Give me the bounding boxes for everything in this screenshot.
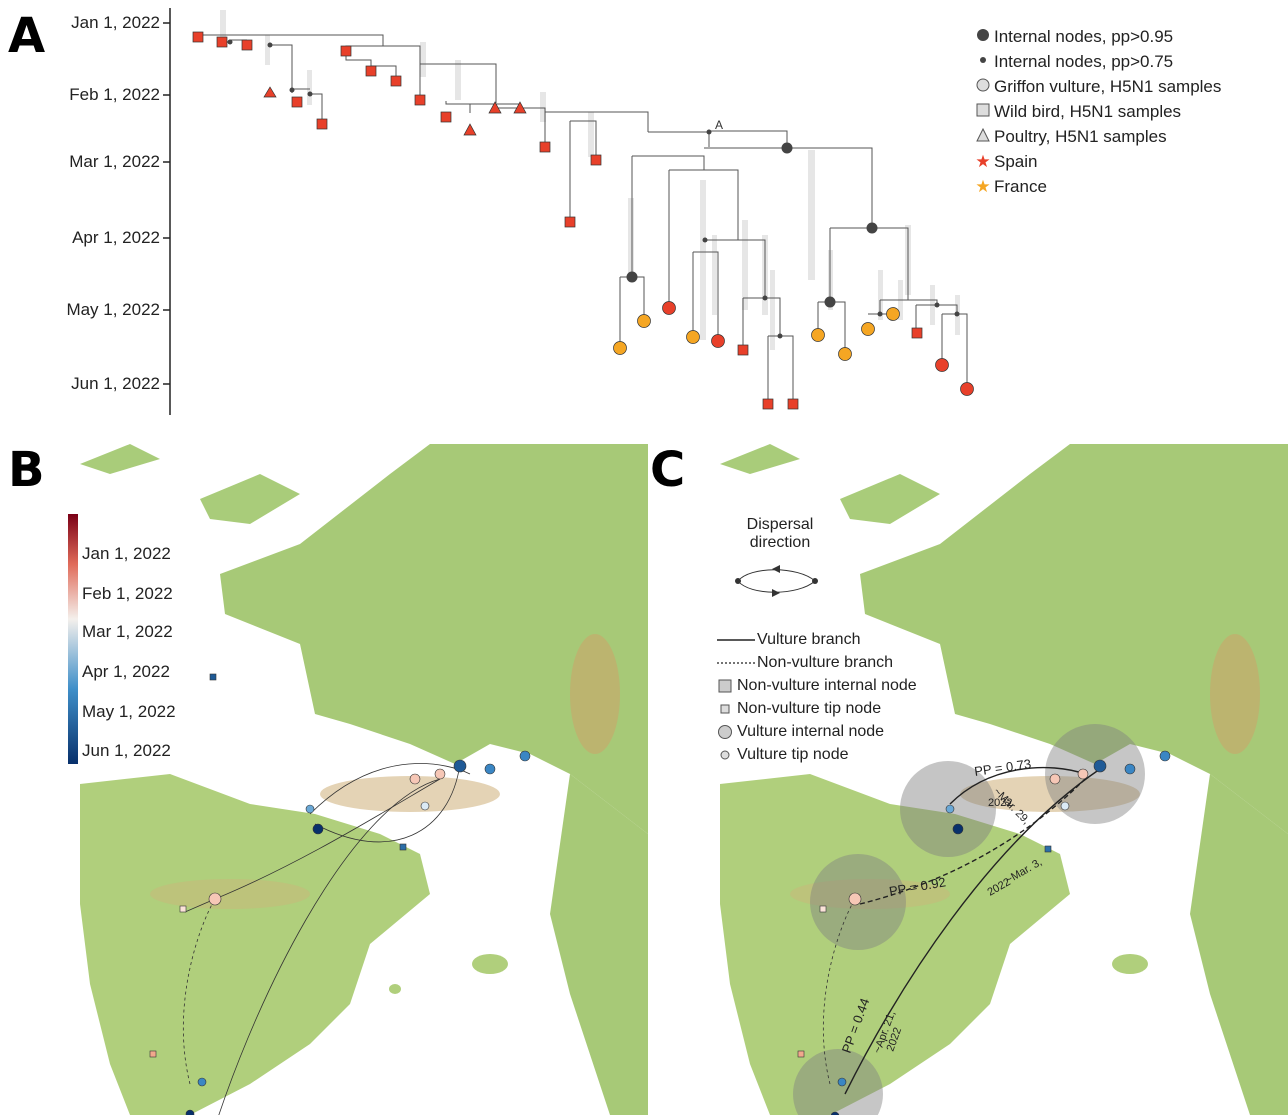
time-axis-label-feb: Feb 1, 2022 [69, 85, 160, 104]
panel-letter-c: C [650, 442, 686, 498]
legend-label: Internal nodes, pp>0.75 [994, 51, 1174, 71]
panel-letter-b: B [8, 442, 45, 498]
triangle-icon [972, 127, 994, 147]
annotation-pp-3: PP = 0.44 [839, 996, 873, 1055]
small-square-icon [720, 704, 730, 713]
time-axis-label-mar: Mar 1, 2022 [69, 152, 160, 171]
legend-label: Vulture branch [757, 630, 861, 648]
annotation-pp-1: PP = 0.73 [973, 756, 1032, 779]
legend-label: Poultry, H5N1 samples [994, 126, 1167, 146]
map-c: PP = 0.73 ~Mar. 29, 2022 PP = 0.92 ~Mar.… [690, 444, 1288, 1115]
time-axis-label-jun: Jun 1, 2022 [71, 374, 160, 393]
colorbar-label: Jan 1, 2022 [82, 544, 171, 563]
colorbar-label: Mar 1, 2022 [82, 622, 173, 641]
legend-label: Non-vulture internal node [737, 676, 917, 694]
circle-icon [972, 77, 994, 97]
star-orange-icon: ★ [975, 176, 991, 196]
dispersal-paths-b [149, 673, 531, 1115]
colorbar-label: Feb 1, 2022 [82, 584, 173, 603]
legend-label: Vulture internal node [737, 722, 885, 740]
legend-c: Vulture branch Non-vulture branch Non-vu… [717, 628, 917, 766]
large-node-icon [972, 27, 994, 47]
dispersal-title: Dispersal direction [746, 516, 814, 551]
legend-label: Vulture tip node [737, 745, 849, 763]
time-colorbar [68, 514, 78, 764]
node-label-a: A [715, 118, 723, 132]
annotation-year-1: 2022 [988, 797, 1012, 809]
small-node-icon [972, 52, 994, 72]
dashed-line-icon [717, 661, 755, 664]
legend-label: Internal nodes, pp>0.95 [994, 26, 1174, 46]
time-axis-label-jan: Jan 1, 2022 [71, 13, 160, 32]
star-red-icon: ★ [975, 151, 991, 171]
legend-label: Wild bird, H5N1 samples [994, 101, 1182, 121]
panel-letter-a: A [8, 8, 46, 64]
legend-label: Non-vulture branch [757, 653, 894, 671]
time-axis-label-apr: Apr 1, 2022 [72, 228, 160, 247]
small-circle-icon [720, 750, 730, 759]
large-square-icon [718, 679, 732, 692]
colorbar-label: Jun 1, 2022 [82, 741, 171, 760]
square-icon [972, 102, 994, 122]
annotation-year-2: 2022 [986, 876, 1013, 899]
legend-label: Griffon vulture, H5N1 samples [994, 76, 1222, 96]
colorbar-label: May 1, 2022 [82, 702, 176, 721]
large-circle-icon [718, 724, 732, 739]
colorbar-label: Apr 1, 2022 [82, 662, 170, 681]
time-axis-label-may: May 1, 2022 [66, 300, 160, 319]
legend-label: Spain [994, 151, 1038, 171]
phylogenetic-tree: A [163, 8, 974, 415]
dispersal-direction-icon [735, 565, 818, 597]
map-c-base [690, 444, 1288, 1115]
solid-line-icon [717, 638, 755, 641]
tree-legend: Internal nodes, pp>0.95 Internal nodes, … [972, 24, 1221, 199]
map-b: Jan 1, 2022 Feb 1, 2022 Mar 1, 2022 Apr … [50, 444, 648, 1115]
legend-label: France [994, 176, 1047, 196]
dispersal-paths-c: PP = 0.73 ~Mar. 29, 2022 PP = 0.92 ~Mar.… [735, 565, 1171, 1115]
legend-label: Non-vulture tip node [737, 699, 882, 717]
